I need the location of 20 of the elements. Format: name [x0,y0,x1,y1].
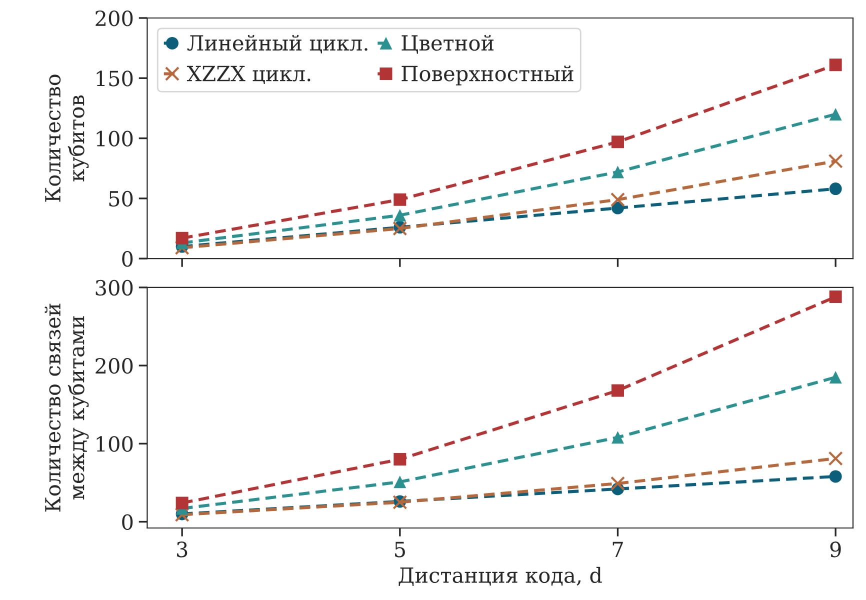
y-tick-label: 0 [122,514,133,530]
legend-label: Поверхностный [402,65,574,86]
y-axis-title: Количество кубитов [45,74,89,202]
y-tick-label: 0 [122,251,133,267]
y-tick-label: 100 [96,130,133,146]
y-tick-label: 50 [109,190,133,207]
x-tick-label: 5 [395,542,405,558]
legend-label: XZZX цикл. [186,66,310,84]
y-tick-label: 300 [96,280,133,296]
y-tick-label: 200 [96,10,133,26]
x-tick-label: 9 [830,542,841,558]
legend-label: Цветной [402,34,494,54]
x-axis-title: Дистанция кода, d [398,566,602,586]
x-tick-label: 3 [177,542,188,558]
y-axis-title: Количество связей между кубитами [44,304,89,512]
x-tick-label: 7 [612,542,623,558]
y-tick-label: 200 [96,358,133,374]
y-tick-label: 100 [96,436,133,452]
y-tick-label: 150 [96,70,133,86]
legend-label: Линейный цикл. [187,34,368,54]
